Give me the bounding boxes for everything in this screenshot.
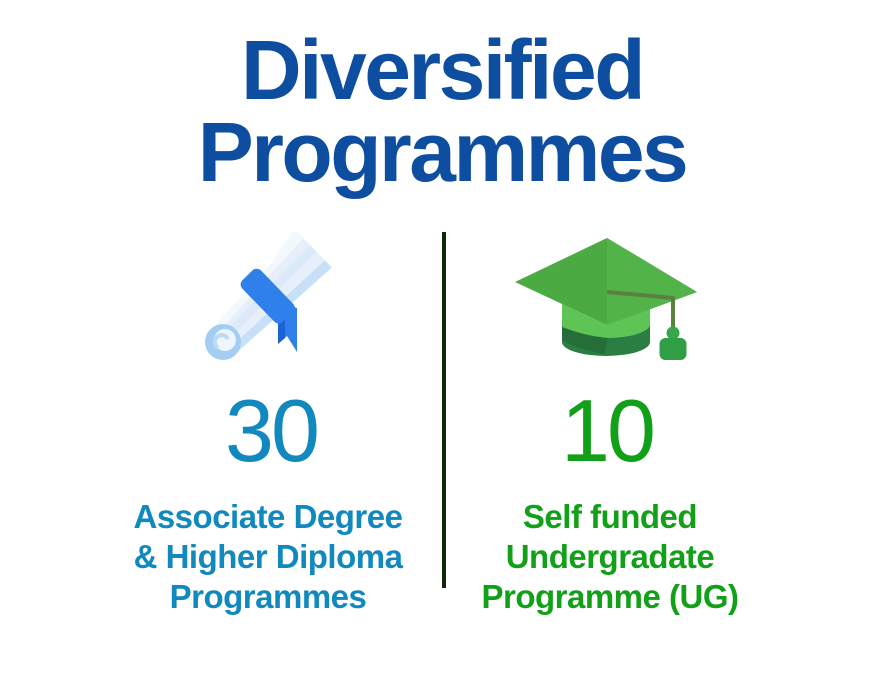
stat-label-line: Associate Degree	[133, 498, 403, 535]
diploma-scroll-icon	[205, 232, 332, 360]
stat-label-line: & Higher Diploma	[133, 538, 403, 575]
page-title: Diversified Programmes	[6, 23, 872, 199]
stat-label-sub-degree: Associate Degree & Higher Diploma Progra…	[68, 497, 468, 617]
graduation-cap-icon	[515, 238, 697, 360]
stat-value-sub-degree: 30	[225, 381, 320, 480]
title-line-1: Diversified	[240, 23, 646, 117]
column-divider	[442, 232, 446, 588]
stat-value-undergraduate: 10	[561, 381, 656, 480]
stat-label-line: Undergradate	[505, 538, 715, 575]
stat-label-line: Programmes	[169, 578, 367, 615]
title-line-2: Programmes	[197, 105, 689, 199]
stat-label-line: Programme (UG)	[481, 578, 739, 615]
stat-label-line: Self funded	[522, 498, 698, 535]
stat-label-undergraduate: Self funded Undergradate Programme (UG)	[410, 497, 810, 617]
